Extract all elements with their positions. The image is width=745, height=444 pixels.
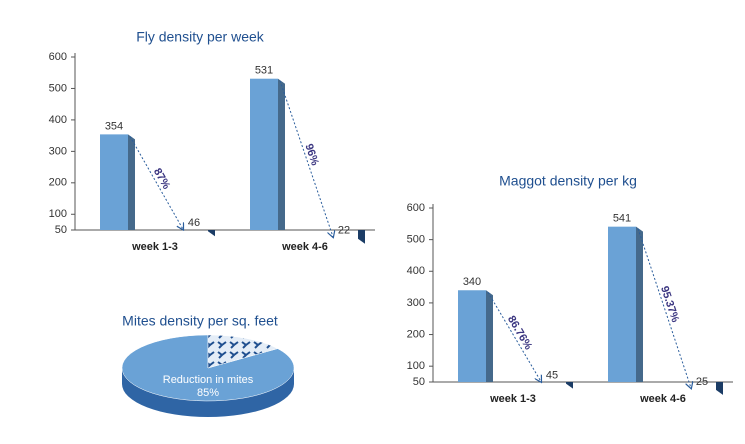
y-tick-label: 100 xyxy=(407,360,425,372)
slice-label: Reduction in mites xyxy=(163,374,254,386)
reduction-label: 86.76% xyxy=(505,314,534,352)
value-label: 25 xyxy=(696,376,708,388)
bar-side xyxy=(128,134,135,230)
bar xyxy=(100,134,128,230)
y-tick-label: 400 xyxy=(49,114,67,126)
y-tick-label: 200 xyxy=(407,328,425,340)
bar xyxy=(458,290,486,382)
chart-title: Mites density per sq. feet xyxy=(122,313,278,329)
y-tick-label: 200 xyxy=(49,177,67,189)
chart-title: Fly density per week xyxy=(136,29,265,45)
bar-side-shade xyxy=(566,382,573,389)
y-tick-label: 50 xyxy=(55,224,67,236)
y-tick-label: 300 xyxy=(49,145,67,157)
y-tick-label: 500 xyxy=(407,234,425,246)
bar xyxy=(250,78,278,230)
bar-side xyxy=(636,226,643,382)
value-label: 340 xyxy=(463,276,481,288)
y-tick-label: 50 xyxy=(413,376,425,388)
bar-side xyxy=(208,230,215,237)
slice-value-label: 85% xyxy=(197,387,219,399)
x-tick-label: week 4-6 xyxy=(639,393,686,405)
value-label: 531 xyxy=(255,65,273,77)
y-tick-label: 600 xyxy=(407,202,425,214)
value-label: 45 xyxy=(546,369,558,381)
y-tick-label: 300 xyxy=(407,297,425,309)
bar-side xyxy=(716,382,723,395)
bar-side-shade xyxy=(636,226,643,382)
y-tick-label: 400 xyxy=(407,265,425,277)
x-tick-label: week 1-3 xyxy=(131,241,178,253)
reduction-arrow xyxy=(129,136,183,229)
bar-side xyxy=(486,290,493,382)
bar-side xyxy=(358,230,365,244)
reduction-arrow xyxy=(279,80,333,237)
bar-side xyxy=(278,78,285,230)
chart-title: Maggot density per kg xyxy=(499,173,637,189)
x-tick-label: week 4-6 xyxy=(281,241,328,253)
value-label: 46 xyxy=(188,217,200,229)
bar-side-shade xyxy=(358,230,365,244)
y-tick-label: 500 xyxy=(49,82,67,94)
value-label: 541 xyxy=(613,213,631,225)
bar-side-shade xyxy=(208,230,215,237)
value-label: 22 xyxy=(338,225,350,237)
reduction-arrow xyxy=(637,228,691,388)
bar-side-shade xyxy=(278,78,285,230)
bar xyxy=(608,226,636,382)
bar-side-shade xyxy=(486,290,493,382)
reduction-label: 95.37% xyxy=(658,285,681,324)
bar-side-shade xyxy=(128,134,135,230)
reduction-label: 96% xyxy=(302,142,321,167)
x-tick-label: week 1-3 xyxy=(489,393,536,405)
bar-side-shade xyxy=(716,382,723,395)
y-tick-label: 600 xyxy=(49,51,67,63)
bar-side xyxy=(566,382,573,389)
pie-slice xyxy=(207,334,279,369)
y-tick-label: 100 xyxy=(49,208,67,220)
value-label: 354 xyxy=(105,120,123,132)
reduction-arrow xyxy=(487,291,541,381)
